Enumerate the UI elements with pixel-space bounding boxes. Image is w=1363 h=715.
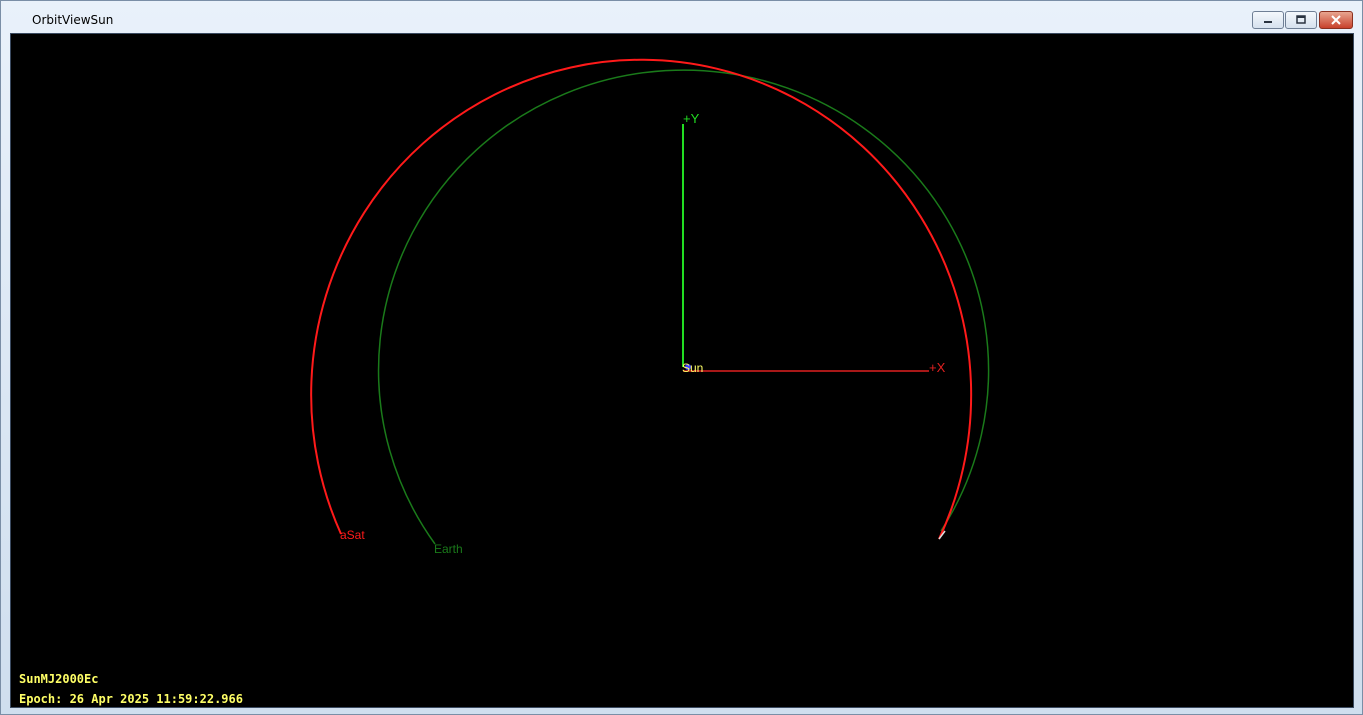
asat-orbit-path xyxy=(310,58,973,540)
close-icon xyxy=(1331,15,1341,25)
sun-label: Sun xyxy=(682,361,703,375)
orbit-viewport[interactable]: +Y +X Sun aSat Earth SunMJ2000Ec Epoch: … xyxy=(10,33,1354,708)
earth-label: Earth xyxy=(434,542,463,556)
sun-marker xyxy=(685,364,691,370)
close-button[interactable] xyxy=(1319,11,1353,29)
minimize-button[interactable] xyxy=(1252,11,1284,29)
title-bar[interactable]: OrbitViewSun xyxy=(1,1,1362,33)
epoch-label: Epoch: 26 Apr 2025 11:59:22.966 xyxy=(19,692,243,706)
earth-orbit-path xyxy=(377,69,990,545)
y-axis-label: +Y xyxy=(683,111,700,126)
orbit-scene: +Y +X Sun aSat Earth xyxy=(310,58,990,556)
minimize-icon xyxy=(1264,21,1272,23)
maximize-button[interactable] xyxy=(1285,11,1317,29)
x-axis-label: +X xyxy=(929,360,946,375)
asat-label: aSat xyxy=(340,528,365,542)
coordinate-system-label: SunMJ2000Ec xyxy=(19,672,99,686)
orbit-end-marker xyxy=(938,530,946,540)
window-title: OrbitViewSun xyxy=(32,13,114,27)
restore-icon xyxy=(1296,15,1306,24)
